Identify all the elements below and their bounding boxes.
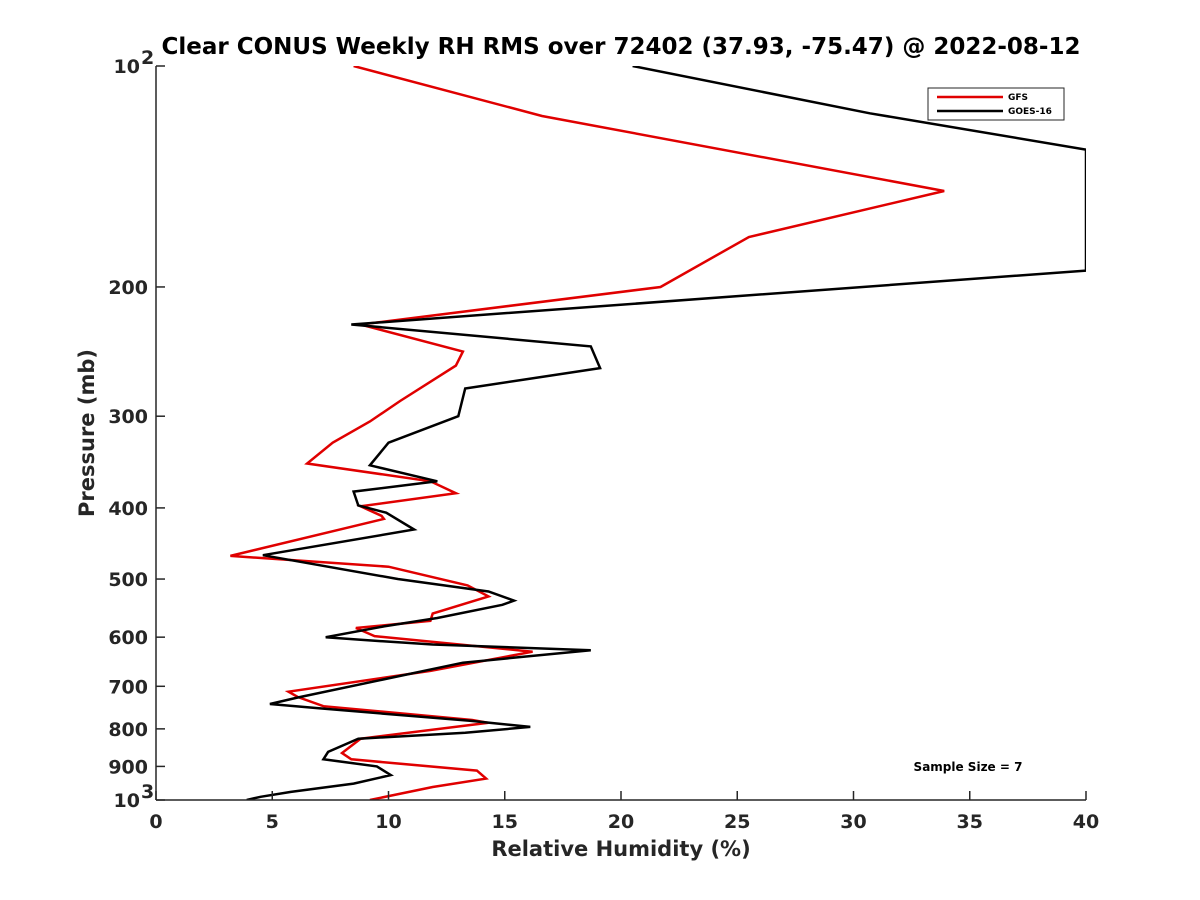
x-axis-ticks: 0 5 10 15 20 25 30 35 40 [149,791,1099,833]
x-tick-label: 0 [149,811,162,833]
x-tick-label: 35 [957,811,983,833]
y-tick-label: 10 [114,56,140,78]
x-tick-label: 40 [1073,811,1099,833]
sample-size-annotation: Sample Size = 7 [914,760,1023,774]
y-tick-label: 300 [108,406,148,428]
x-tick-label: 5 [266,811,279,833]
legend-label-goes16: GOES-16 [1008,107,1052,117]
x-tick-label: 20 [608,811,634,833]
legend: GFS GOES-16 [927,87,1065,121]
y-axis-label: Pressure (mb) [75,349,99,517]
y-tick-label: 400 [108,498,148,520]
y-tick-label: 10 [114,790,140,812]
y-tick-label: 600 [108,627,148,649]
y-tick-label: 900 [108,756,148,778]
y-tick-label: 800 [108,719,148,741]
y-tick-label: 500 [108,569,148,591]
x-tick-label: 30 [840,811,866,833]
y-tick-label: 200 [108,277,148,299]
y-tick-label: 700 [108,676,148,698]
series-layer [230,66,1086,800]
series-line-goes16 [246,66,1086,800]
x-tick-label: 15 [492,811,518,833]
legend-label-gfs: GFS [1008,93,1028,103]
y-tick-label-exponent: 2 [141,47,154,69]
x-tick-label: 10 [375,811,401,833]
x-tick-label: 25 [724,811,750,833]
x-axis-label: Relative Humidity (%) [491,837,750,861]
y-tick-label-exponent: 3 [141,781,154,803]
chart-title: Clear CONUS Weekly RH RMS over 72402 (37… [162,34,1081,60]
legend-box [927,87,1065,121]
series-line-gfs [230,66,945,800]
